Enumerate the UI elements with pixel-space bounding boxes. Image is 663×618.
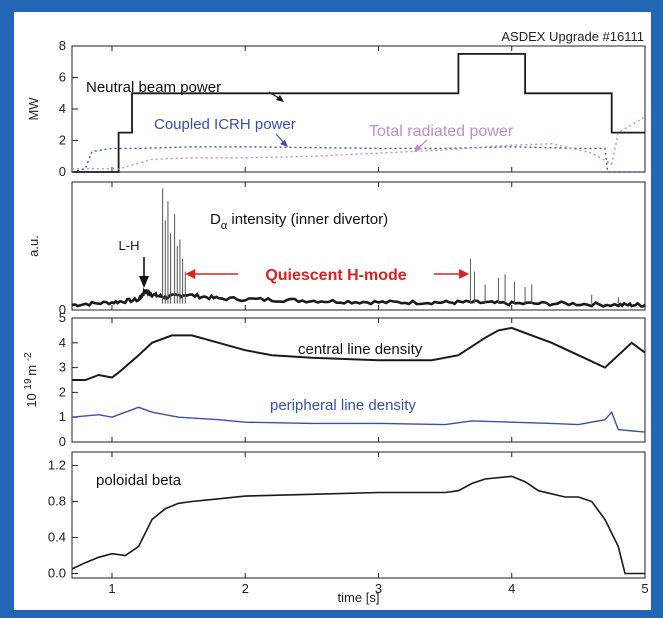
- arrow-head: [459, 269, 470, 279]
- y-axis-label: MW: [26, 97, 41, 121]
- panel-border: [71, 181, 646, 311]
- panel-power: 0 2 4 6 8 MW ASDEX Upgrade #16111 Neutral beam …: [26, 29, 646, 179]
- y-tick-label: 0.8: [48, 494, 66, 509]
- figure-svg: 0 2 4 6 8 MW ASDEX Upgrade #16111 Neutral beam …: [23, 29, 649, 605]
- x-tick-label: 2: [242, 581, 249, 596]
- arrow-head: [414, 144, 422, 152]
- y-tick-label: 2: [59, 384, 66, 399]
- arrow-head: [185, 269, 196, 279]
- series-neutral-beam-power: [72, 53, 645, 173]
- figure-frame: 0 2 4 6 8 MW ASDEX Upgrade #16111 Neutral beam …: [14, 12, 651, 610]
- x-tick-label: 3: [375, 581, 382, 596]
- y-tick-label: 8: [59, 38, 66, 53]
- y-tick-label: 5: [59, 310, 66, 325]
- x-tick-label: 4: [508, 581, 515, 596]
- panel-border: [71, 451, 646, 579]
- x-tick-label: 5: [641, 581, 648, 596]
- series-icrh-power: [71, 146, 645, 173]
- y-tick-label: 4: [59, 101, 66, 116]
- y-tick-label: 1.2: [48, 458, 66, 473]
- y-tick-label: 0.0: [48, 566, 66, 581]
- series-poloidal-beta: [71, 475, 645, 575]
- y-tick-label: 0: [59, 164, 66, 179]
- label-d-alpha: Dα intensity (inner divertor): [210, 211, 388, 232]
- y-tick-label: 0: [59, 434, 66, 449]
- panel-border: [71, 45, 646, 173]
- series-central-density: [72, 326, 646, 381]
- y-tick-label: 0.4: [48, 530, 66, 545]
- arrow-head: [139, 276, 149, 288]
- y-tick-label: 0: [59, 302, 66, 317]
- x-tick-label: 1: [108, 581, 115, 596]
- arrow-head: [280, 140, 288, 147]
- y-axis-label: a.u.: [26, 235, 41, 257]
- panel-d-alpha: 0 a.u. Dα intensity (inner divertor) L-H Qui…: [26, 181, 646, 317]
- y-tick-label: 6: [59, 70, 66, 85]
- y-tick-label: 4: [59, 335, 66, 350]
- label-poloidal-beta: poloidal beta: [96, 472, 182, 489]
- label-neutral-beam-power: Neutral beam power: [86, 79, 221, 96]
- y-tick-label: 2: [59, 133, 66, 148]
- arrow-head: [276, 95, 284, 102]
- x-axis-label: time [s]: [338, 590, 380, 605]
- series-peripheral-density: [71, 406, 646, 433]
- label-radiated-power: Total radiated power: [369, 123, 514, 140]
- label-peripheral-density: peripheral line density: [270, 397, 416, 414]
- chart-title: ASDEX Upgrade #16111: [501, 29, 644, 44]
- label-icrh-power: Coupled ICRH power: [154, 116, 296, 133]
- label-quiescent-h-mode: Quiescent H-mode: [265, 267, 406, 284]
- y-axis-label: 10 19 m -2: [23, 352, 39, 408]
- panel-density: 0 1 2 3 4 5 10 19 m -2 central line density peri…: [23, 310, 646, 449]
- label-central-density: central line density: [298, 341, 423, 358]
- label-l-h: L-H: [119, 238, 140, 253]
- series-d-alpha: [71, 287, 646, 308]
- y-tick-label: 1: [59, 409, 66, 424]
- y-tick-label: 3: [59, 360, 66, 375]
- panel-beta: 0.0 0.4 0.8 1.2 1 2 3 4 5 time [s] poloidal beta: [48, 451, 649, 605]
